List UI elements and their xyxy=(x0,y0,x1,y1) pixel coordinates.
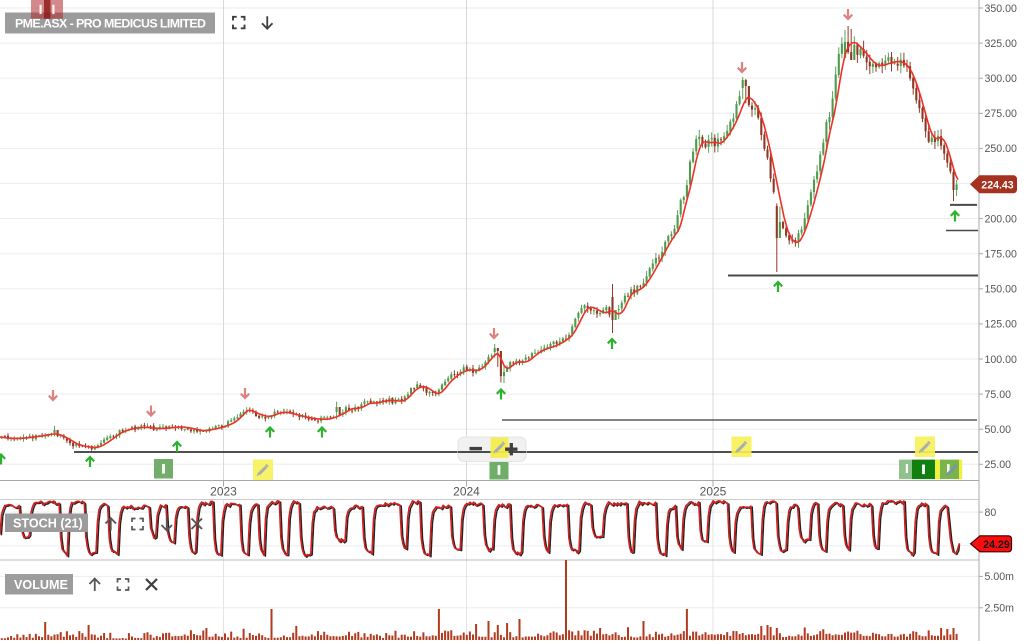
svg-text:275.00: 275.00 xyxy=(985,108,1018,120)
svg-text:125.00: 125.00 xyxy=(985,319,1018,331)
svg-text:2024: 2024 xyxy=(453,485,480,499)
svg-text:50.00: 50.00 xyxy=(985,424,1012,436)
svg-text:STOCH (21): STOCH (21) xyxy=(13,516,83,530)
svg-text:300.00: 300.00 xyxy=(985,73,1018,85)
svg-text:250.00: 250.00 xyxy=(985,143,1018,155)
svg-text:325.00: 325.00 xyxy=(985,38,1018,50)
svg-text:350.00: 350.00 xyxy=(985,3,1018,15)
svg-text:2025: 2025 xyxy=(700,485,727,499)
svg-text:150.00: 150.00 xyxy=(985,284,1018,296)
svg-text:175.00: 175.00 xyxy=(985,249,1018,261)
svg-text:PME.ASX - PRO MEDICUS LIMITED: PME.ASX - PRO MEDICUS LIMITED xyxy=(15,17,206,31)
svg-text:24.29: 24.29 xyxy=(983,539,1010,551)
svg-text:VOLUME: VOLUME xyxy=(14,578,68,592)
svg-text:5.00m: 5.00m xyxy=(985,571,1015,583)
svg-text:80: 80 xyxy=(985,507,997,519)
svg-text:25.00: 25.00 xyxy=(985,459,1012,471)
svg-text:224.43: 224.43 xyxy=(981,179,1014,191)
svg-text:2.50m: 2.50m xyxy=(985,603,1015,615)
svg-text:200.00: 200.00 xyxy=(985,213,1018,225)
svg-text:2023: 2023 xyxy=(210,485,237,499)
svg-text:75.00: 75.00 xyxy=(985,389,1012,401)
svg-text:100.00: 100.00 xyxy=(985,354,1018,366)
